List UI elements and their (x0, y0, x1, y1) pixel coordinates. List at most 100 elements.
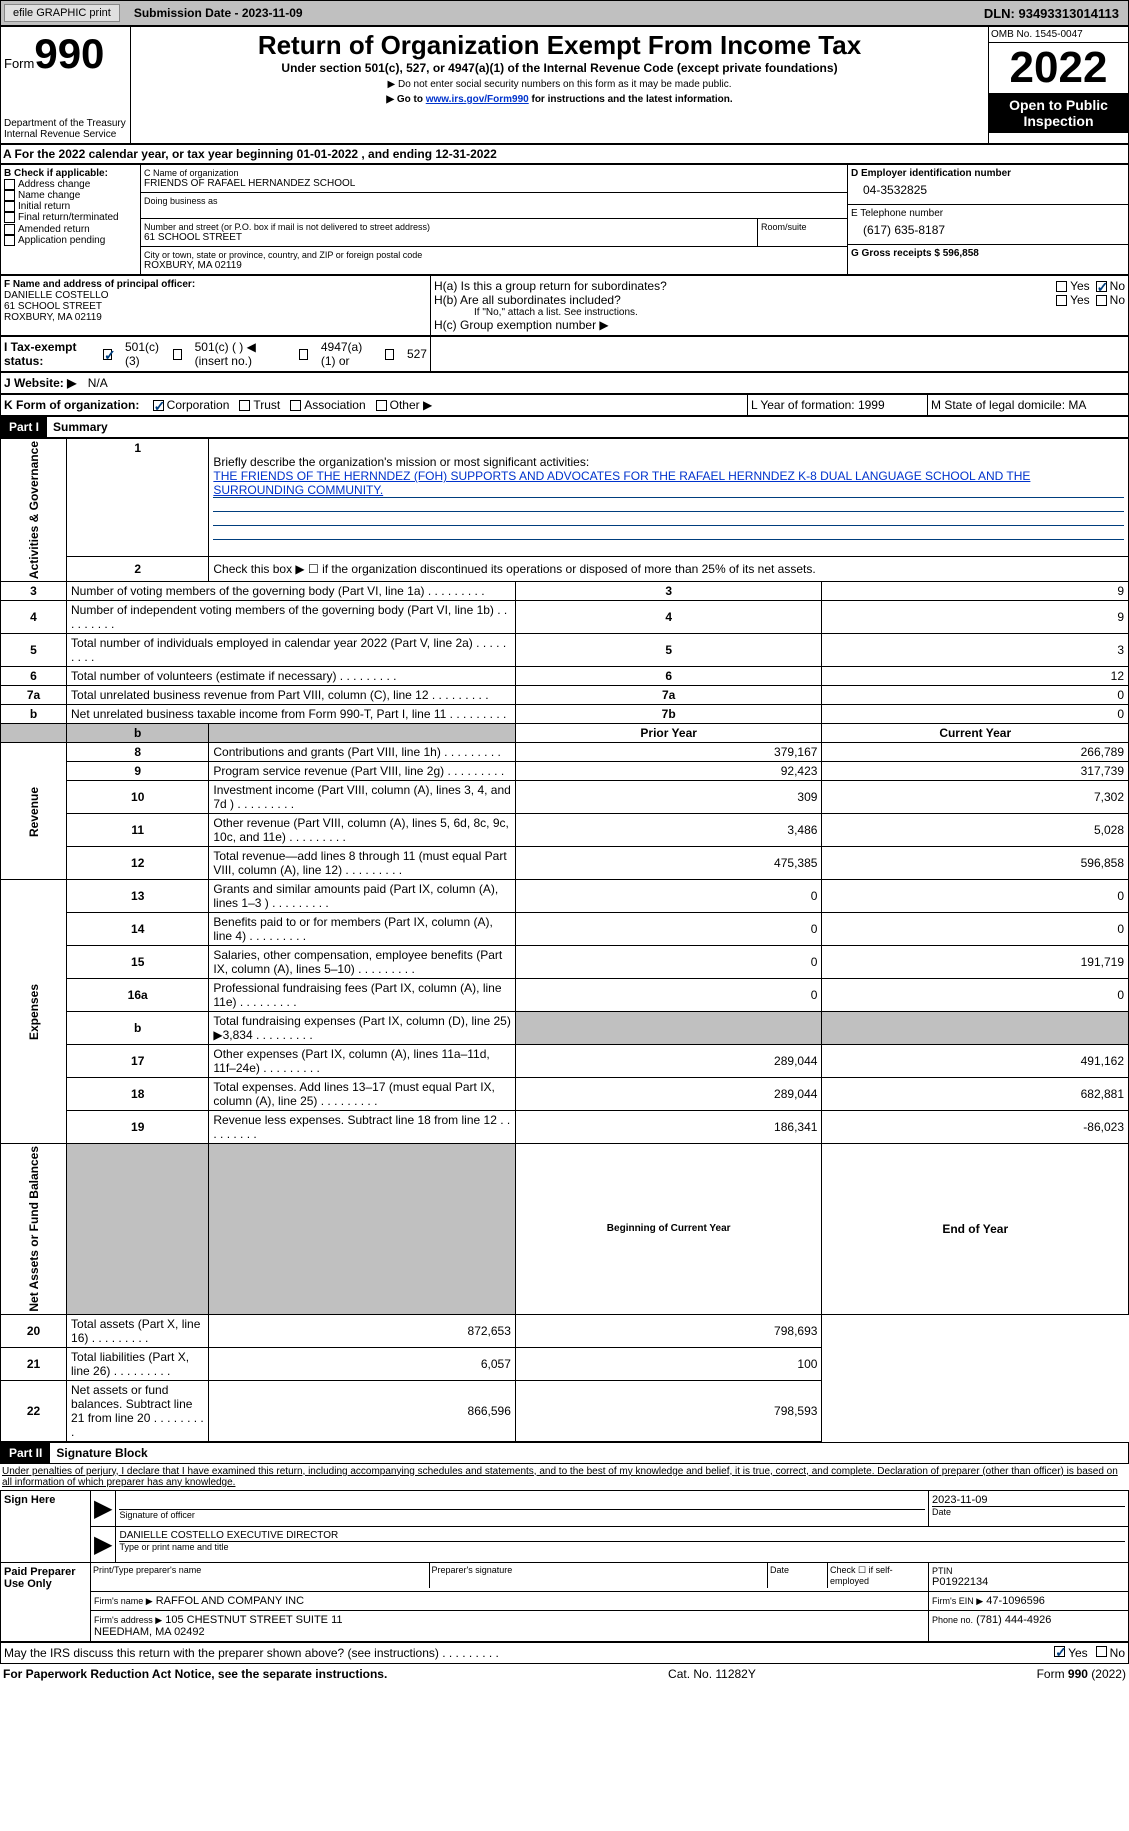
sign-here-label: Sign Here (1, 1490, 91, 1562)
sig-officer-label: Signature of officer (119, 1510, 925, 1520)
i-label: I Tax-exempt status: (4, 340, 93, 368)
4947-checkbox[interactable] (299, 349, 308, 360)
efile-print-button[interactable]: efile GRAPHIC print (4, 4, 120, 22)
page-footer: For Paperwork Reduction Act Notice, see … (0, 1664, 1129, 1684)
form-ref: Form 990 (2022) (1037, 1667, 1126, 1681)
street-address: 61 SCHOOL STREET (144, 232, 754, 243)
prep-sig-label: Preparer's signature (430, 1563, 769, 1588)
check-address-change[interactable] (4, 179, 15, 190)
paid-preparer-label: Paid Preparer Use Only (1, 1562, 91, 1641)
dept-treasury: Department of the Treasury Internal Reve… (4, 118, 127, 140)
501c3-checkbox[interactable] (103, 349, 112, 360)
section-b-to-g: B Check if applicable: Address changeNam… (0, 164, 1129, 275)
line-a: A For the 2022 calendar year, or tax yea… (0, 144, 1129, 164)
dba-label: Doing business as (144, 196, 844, 206)
firm-phone: (781) 444-4926 (976, 1614, 1051, 1626)
527-checkbox[interactable] (385, 349, 394, 360)
form-link-line: ▶ Go to www.irs.gov/Form990 for instruct… (134, 94, 985, 105)
h-b-label: H(b) Are all subordinates included? (434, 293, 1056, 307)
org-name: FRIENDS OF RAFAEL HERNANDEZ SCHOOL (144, 178, 844, 189)
form-number: 990 (34, 30, 104, 77)
hb-yes-checkbox[interactable] (1056, 295, 1067, 306)
sig-arrow-icon: ▶ (94, 1495, 112, 1522)
side-netassets: Net Assets or Fund Balances (1, 1144, 67, 1315)
ha-yes-checkbox[interactable] (1056, 281, 1067, 292)
sig-arrow-icon-2: ▶ (94, 1531, 112, 1558)
firm-name: RAFFOL AND COMPANY INC (156, 1595, 304, 1607)
summary-table: Activities & Governance 1 Briefly descri… (0, 438, 1129, 1442)
form-title: Return of Organization Exempt From Incom… (134, 30, 985, 61)
h-b-note: If "No," attach a list. See instructions… (434, 307, 1125, 318)
501c-checkbox[interactable] (173, 349, 182, 360)
k-other ▶-checkbox[interactable] (376, 400, 387, 411)
signature-block: Sign Here ▶ Signature of officer 2023-11… (0, 1490, 1129, 1642)
j-label: J Website: ▶ (4, 376, 76, 390)
phone: (617) 635-8187 (851, 219, 1125, 241)
form-subtitle-1: Under section 501(c), 527, or 4947(a)(1)… (134, 61, 985, 75)
k-trust-checkbox[interactable] (239, 400, 250, 411)
part-1-title: Summary (53, 420, 108, 434)
m-domicile: M State of legal domicile: MA (928, 395, 1128, 415)
city-state-zip: ROXBURY, MA 02119 (144, 260, 844, 271)
website: N/A (88, 376, 108, 390)
h-a-label: H(a) Is this a group return for subordin… (434, 279, 1056, 293)
check-application-pending[interactable] (4, 235, 15, 246)
cat-no: Cat. No. 11282Y (668, 1667, 756, 1681)
check-amended-return[interactable] (4, 224, 15, 235)
dln: DLN: 93493313014113 (984, 6, 1119, 21)
ptin-label: PTIN (932, 1566, 1125, 1576)
irs-link[interactable]: www.irs.gov/Form990 (426, 94, 529, 105)
prep-date-label: Date (768, 1563, 828, 1588)
h-c-label: H(c) Group exemption number ▶ (434, 318, 1125, 332)
g-gross-label: G Gross receipts $ 596,858 (851, 248, 1125, 259)
form-subtitle-2: ▶ Do not enter social security numbers o… (134, 79, 985, 90)
check-name-change[interactable] (4, 190, 15, 201)
open-inspection: Open to Public Inspection (989, 93, 1128, 133)
room-label: Room/suite (757, 219, 847, 246)
title-block: Form990 Department of the Treasury Inter… (0, 26, 1129, 144)
ptin: P01922134 (932, 1576, 1125, 1588)
ein: 04-3532825 (851, 179, 1125, 201)
e-phone-label: E Telephone number (851, 208, 1125, 219)
officer-addr1: 61 SCHOOL STREET (4, 301, 427, 312)
side-activities: Activities & Governance (1, 439, 67, 582)
mission-text[interactable]: THE FRIENDS OF THE HERNNDEZ (FOH) SUPPOR… (213, 469, 1030, 497)
line1-label: Briefly describe the organization's miss… (213, 455, 1124, 469)
city-label: City or town, state or province, country… (144, 250, 844, 260)
prep-name-label: Print/Type preparer's name (91, 1563, 430, 1588)
paperwork-notice: For Paperwork Reduction Act Notice, see … (3, 1667, 387, 1681)
check-initial-return[interactable] (4, 201, 15, 212)
form-word: Form (4, 56, 34, 71)
discuss-label: May the IRS discuss this return with the… (4, 1646, 1054, 1660)
check-final-return-terminated[interactable] (4, 212, 15, 223)
discuss-yes-checkbox[interactable] (1054, 1646, 1065, 1657)
l-formation: L Year of formation: 1999 (748, 395, 928, 415)
f-label: F Name and address of principal officer: (4, 279, 427, 290)
c-name-label: C Name of organization (144, 168, 844, 178)
tax-year: 2022 (989, 43, 1128, 93)
k-corporation-checkbox[interactable] (153, 400, 164, 411)
check-se: Check ☐ if self-employed (828, 1563, 928, 1588)
officer-print-name: DANIELLE COSTELLO EXECUTIVE DIRECTOR (119, 1530, 1125, 1542)
part-2-header: Part II (1, 1443, 50, 1463)
k-association-checkbox[interactable] (290, 400, 301, 411)
part-2-title: Signature Block (56, 1446, 147, 1460)
sig-date-label: Date (932, 1507, 1125, 1517)
sig-date: 2023-11-09 (932, 1494, 1125, 1507)
header-bar: efile GRAPHIC print Submission Date - 20… (0, 0, 1129, 26)
addr-label: Number and street (or P.O. box if mail i… (144, 222, 754, 232)
check-b-label: B Check if applicable: (4, 168, 137, 179)
firm-ein: 47-1096596 (986, 1595, 1045, 1607)
omb: OMB No. 1545-0047 (989, 27, 1128, 43)
ha-no-checkbox[interactable] (1096, 281, 1107, 292)
declaration: Under penalties of perjury, I declare th… (0, 1464, 1129, 1490)
discuss-no-checkbox[interactable] (1096, 1646, 1107, 1657)
officer-name: DANIELLE COSTELLO (4, 290, 427, 301)
k-label: K Form of organization: (4, 398, 139, 412)
d-ein-label: D Employer identification number (851, 168, 1125, 179)
officer-print-label: Type or print name and title (119, 1542, 1125, 1552)
line2: Check this box ▶ ☐ if the organization d… (209, 557, 1129, 582)
hb-no-checkbox[interactable] (1096, 295, 1107, 306)
officer-addr2: ROXBURY, MA 02119 (4, 312, 427, 323)
part-1-header: Part I (1, 417, 47, 437)
